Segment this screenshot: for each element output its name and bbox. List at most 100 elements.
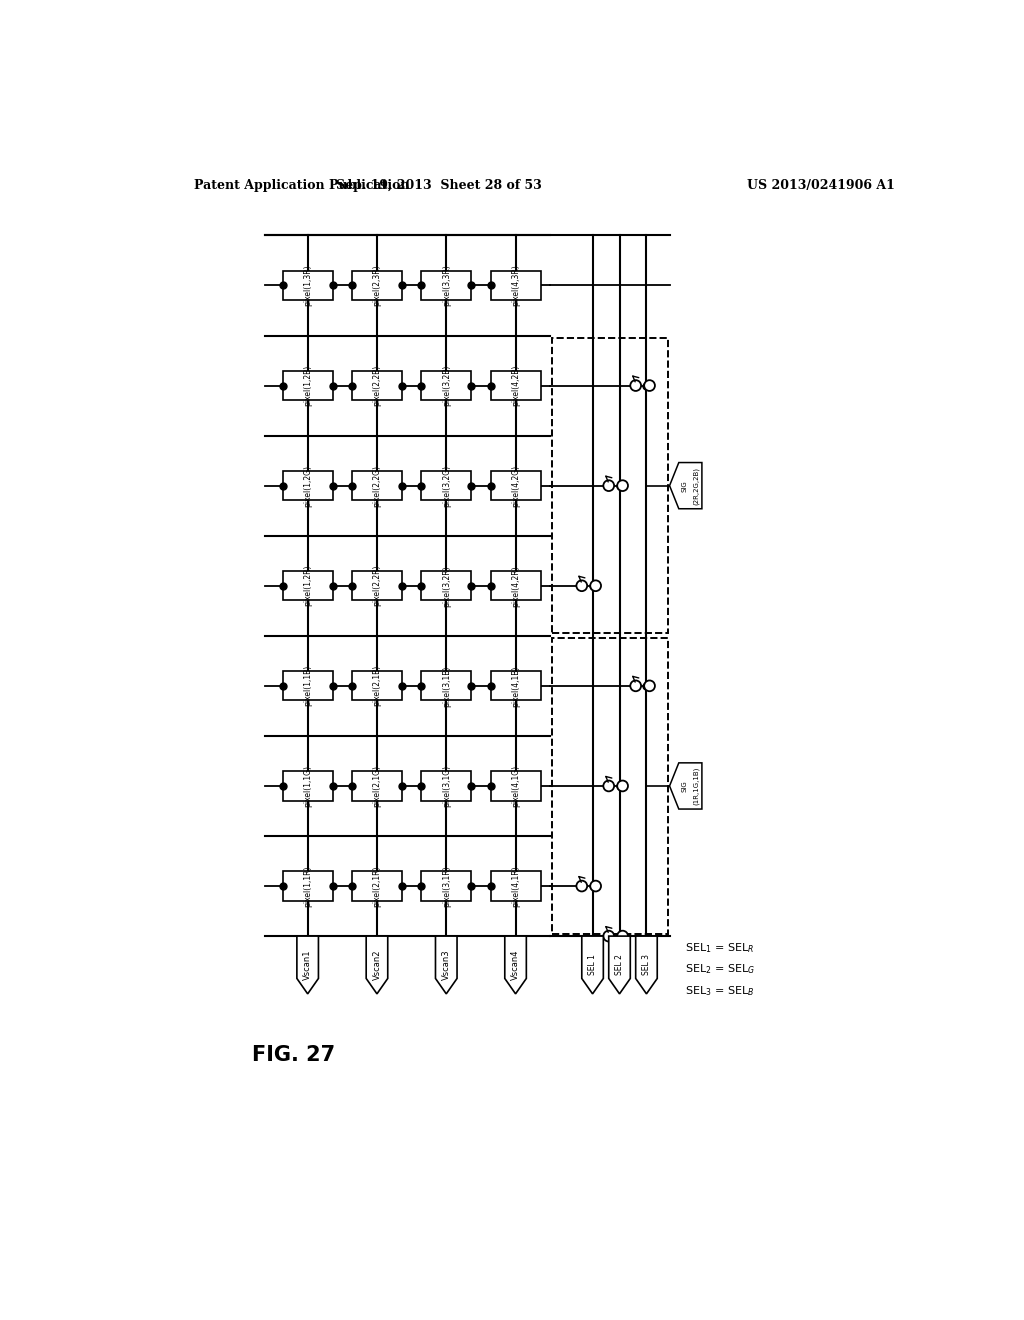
Bar <box>421 371 471 400</box>
Polygon shape <box>670 462 701 508</box>
Text: pixel(2,2B): pixel(2,2B) <box>373 364 382 407</box>
Text: pixel(3,1R): pixel(3,1R) <box>441 865 451 907</box>
Circle shape <box>603 480 614 491</box>
Text: SIG: SIG <box>682 479 688 491</box>
Text: pixel(3,3R): pixel(3,3R) <box>441 264 451 306</box>
Bar <box>421 771 471 800</box>
Bar <box>283 371 333 400</box>
Bar <box>490 771 541 800</box>
Bar <box>352 572 402 601</box>
Bar <box>490 271 541 300</box>
Text: SEL 1: SEL 1 <box>588 954 597 975</box>
Text: Sep. 19, 2013  Sheet 28 of 53: Sep. 19, 2013 Sheet 28 of 53 <box>336 178 542 191</box>
Text: pixel(1,1B): pixel(1,1B) <box>303 665 312 706</box>
Circle shape <box>617 780 628 792</box>
Bar <box>352 371 402 400</box>
Text: SEL$_2$ = SEL$_G$: SEL$_2$ = SEL$_G$ <box>685 962 755 975</box>
Text: Vscan1: Vscan1 <box>303 949 312 981</box>
Polygon shape <box>367 936 388 994</box>
Text: pixel(3,1G): pixel(3,1G) <box>441 764 451 807</box>
Text: Vscan4: Vscan4 <box>511 949 520 981</box>
Text: pixel(4,2R): pixel(4,2R) <box>511 565 520 607</box>
Bar <box>421 471 471 500</box>
Bar <box>421 572 471 601</box>
Text: pixel(4,3R): pixel(4,3R) <box>511 264 520 306</box>
Circle shape <box>631 681 641 692</box>
Bar <box>490 871 541 900</box>
Polygon shape <box>636 936 657 994</box>
Polygon shape <box>582 936 603 994</box>
Text: pixel(1,2G): pixel(1,2G) <box>303 465 312 507</box>
Text: pixel(3,2R): pixel(3,2R) <box>441 565 451 607</box>
Text: Vscan2: Vscan2 <box>373 949 382 981</box>
Text: Vscan3: Vscan3 <box>441 949 451 981</box>
Bar <box>352 271 402 300</box>
Circle shape <box>603 780 614 792</box>
Bar <box>352 471 402 500</box>
Circle shape <box>617 931 628 941</box>
Bar <box>283 471 333 500</box>
Bar <box>552 638 668 933</box>
Bar <box>552 338 668 634</box>
Text: pixel(1,1G): pixel(1,1G) <box>303 766 312 807</box>
Bar <box>352 671 402 701</box>
Text: 65: 65 <box>677 779 696 793</box>
Text: SEL$_3$ = SEL$_B$: SEL$_3$ = SEL$_B$ <box>685 983 755 998</box>
Polygon shape <box>670 763 701 809</box>
Circle shape <box>590 581 601 591</box>
Polygon shape <box>608 936 631 994</box>
Text: pixel(2,1B): pixel(2,1B) <box>373 665 382 706</box>
Bar <box>421 671 471 701</box>
Text: pixel(2,2R): pixel(2,2R) <box>373 565 382 606</box>
Polygon shape <box>435 936 457 994</box>
Text: pixel(2,3R): pixel(2,3R) <box>373 264 382 306</box>
Bar <box>490 471 541 500</box>
Bar <box>490 371 541 400</box>
Text: SEL 2: SEL 2 <box>615 954 624 975</box>
Text: pixel(4,2G): pixel(4,2G) <box>511 465 520 507</box>
Text: pixel(1,2R): pixel(1,2R) <box>303 565 312 606</box>
Polygon shape <box>297 936 318 994</box>
Circle shape <box>577 880 587 891</box>
Bar <box>283 671 333 701</box>
Polygon shape <box>505 936 526 994</box>
Circle shape <box>590 880 601 891</box>
Text: pixel(3,1B): pixel(3,1B) <box>441 665 451 706</box>
Circle shape <box>617 480 628 491</box>
Text: 66: 66 <box>677 478 696 494</box>
Text: pixel(4,1R): pixel(4,1R) <box>511 865 520 907</box>
Bar <box>283 572 333 601</box>
Circle shape <box>603 931 614 941</box>
Text: pixel(1,2B): pixel(1,2B) <box>303 364 312 407</box>
Bar <box>283 871 333 900</box>
Bar <box>283 771 333 800</box>
Bar <box>490 572 541 601</box>
Text: (1R,1G,1B): (1R,1G,1B) <box>692 767 699 805</box>
Bar <box>421 271 471 300</box>
Circle shape <box>577 581 587 591</box>
Circle shape <box>631 380 641 391</box>
Text: pixel(3,2G): pixel(3,2G) <box>441 465 451 507</box>
Bar <box>352 771 402 800</box>
Text: pixel(2,2G): pixel(2,2G) <box>373 465 382 507</box>
Text: US 2013/0241906 A1: US 2013/0241906 A1 <box>746 178 894 191</box>
Bar <box>283 271 333 300</box>
Text: pixel(2,1G): pixel(2,1G) <box>373 766 382 807</box>
Text: SIG: SIG <box>682 780 688 792</box>
Text: SEL$_1$ = SEL$_R$: SEL$_1$ = SEL$_R$ <box>685 941 754 954</box>
Text: pixel(4,2B): pixel(4,2B) <box>511 364 520 407</box>
Text: pixel(2,1R): pixel(2,1R) <box>373 866 382 907</box>
Circle shape <box>644 380 655 391</box>
Text: FIG. 27: FIG. 27 <box>252 1045 335 1065</box>
Text: SEL 3: SEL 3 <box>642 954 651 975</box>
Text: pixel(4,1G): pixel(4,1G) <box>511 764 520 807</box>
Circle shape <box>644 681 655 692</box>
Bar <box>421 871 471 900</box>
Text: pixel(1,1R): pixel(1,1R) <box>303 866 312 907</box>
Text: (2R,2G,2B): (2R,2G,2B) <box>692 467 699 504</box>
Text: pixel(4,1B): pixel(4,1B) <box>511 665 520 706</box>
Text: Patent Application Publication: Patent Application Publication <box>195 178 410 191</box>
Text: pixel(3,2B): pixel(3,2B) <box>441 364 451 407</box>
Text: pixel(1,3R): pixel(1,3R) <box>303 264 312 306</box>
Bar <box>490 671 541 701</box>
